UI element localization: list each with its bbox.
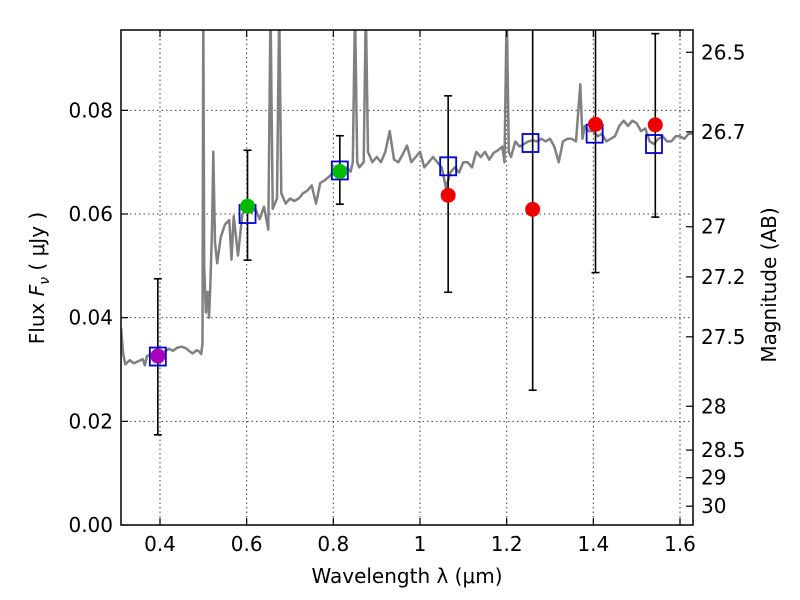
y2-tick-label: 30: [701, 494, 726, 518]
y-axis-label: Flux Fν ( μJy ): [25, 212, 53, 344]
y2-tick-label: 28: [701, 394, 726, 418]
observed-photometry-point: [332, 164, 348, 180]
x-tick-label: 1: [414, 532, 427, 556]
model-spectrum-line: [121, 30, 693, 367]
x-tick-label: 0.4: [144, 532, 176, 556]
y-tick-label: 0.02: [68, 409, 113, 433]
model-photometry-square: [645, 134, 663, 154]
y-axis-label-unit: ( μJy ): [25, 212, 49, 277]
observed-photometry-point: [525, 201, 541, 217]
y2-axis-label: Magnitude (AB): [757, 207, 781, 362]
observed-photometry-point: [588, 116, 603, 132]
y-axis-label-symbol: F: [25, 284, 49, 296]
y2-tick-label: 26.5: [701, 40, 746, 64]
x-tick-label: 1.2: [491, 532, 523, 556]
y2-tick-label: 29: [701, 466, 726, 490]
model-photometry-square: [148, 346, 167, 367]
observed-photometry-point: [440, 187, 456, 203]
y-axis-label-prefix: Flux: [25, 296, 49, 344]
observed-photometry-point: [150, 348, 166, 364]
x-tick-label: 0.8: [317, 532, 349, 556]
model-photometry-square: [439, 156, 458, 177]
y2-tick-label: 28.5: [701, 438, 746, 462]
axis-ticks: 0.4 0.6 0.8 1 1.2 1.4 1.6 0.00 0.02 0.04 0.06 0.08 2…: [68, 30, 746, 556]
observed-photometry-point: [647, 117, 663, 133]
x-axis-label: Wavelength λ (μm): [311, 564, 502, 588]
y-tick-label: 0.06: [68, 202, 113, 226]
x-tick-label: 0.6: [231, 532, 263, 556]
y-tick-label: 0.04: [68, 306, 113, 330]
photometry-layer: [148, 30, 663, 436]
y-axis-label-subscript: ν: [37, 277, 53, 285]
y-tick-label: 0.08: [68, 98, 113, 122]
y2-tick-label: 27.5: [701, 325, 746, 349]
y2-tick-label: 27: [701, 215, 726, 239]
y-tick-label: 0.00: [68, 513, 113, 537]
x-tick-label: 1.6: [664, 532, 696, 556]
y2-tick-label: 26.7: [701, 120, 746, 144]
x-tick-label: 1.4: [577, 532, 609, 556]
model-photometry-square: [330, 160, 349, 181]
y2-tick-label: 27.2: [701, 265, 746, 289]
model-spectrum-layer: [121, 30, 693, 367]
model-photometry-square: [521, 133, 540, 153]
observed-photometry-point: [240, 198, 256, 214]
